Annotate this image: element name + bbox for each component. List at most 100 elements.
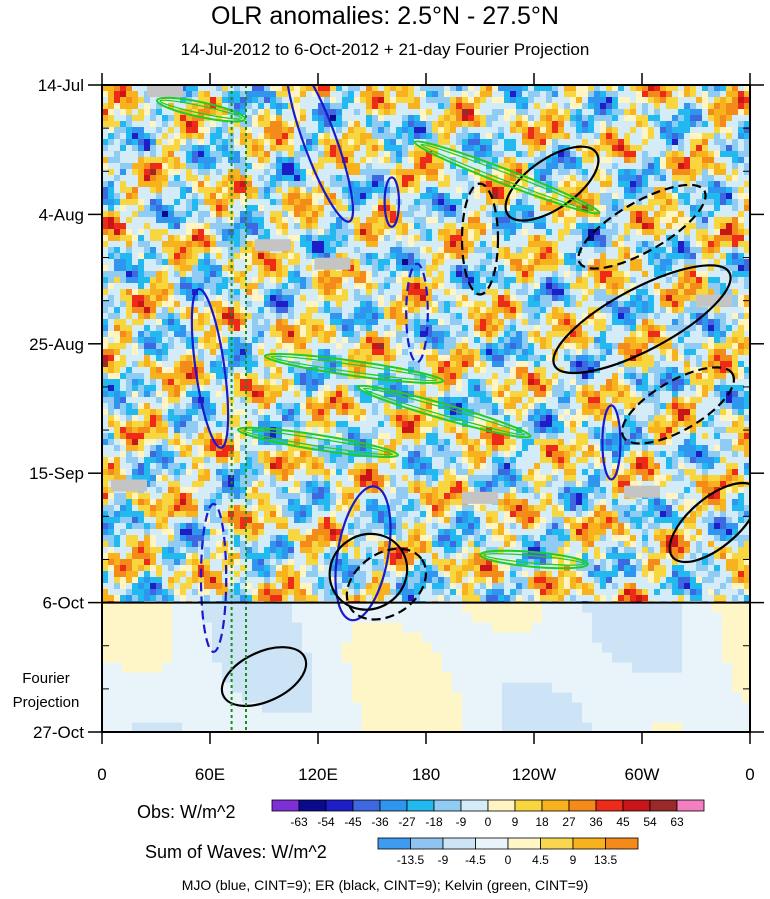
x-tick-label: 0 — [745, 765, 754, 784]
obs-colorbar-tick: -27 — [398, 815, 416, 829]
obs-colorbar-tick: -45 — [344, 815, 362, 829]
obs-colorbar-swatch — [298, 799, 327, 812]
waves-colorbar-tick: -13.5 — [397, 853, 425, 867]
kelvin-contour-inner — [420, 143, 594, 212]
obs-colorbar-swatch — [649, 799, 678, 812]
waves-colorbar-swatch — [540, 837, 574, 850]
missing-data-box — [111, 479, 147, 492]
er-contour — [668, 481, 750, 564]
er-contour — [460, 182, 500, 296]
obs-colorbar-tick: 0 — [485, 815, 492, 829]
obs-colorbar-tick: 9 — [512, 815, 519, 829]
waves-colorbar-swatch — [572, 837, 606, 850]
waves-colorbar-swatch — [442, 837, 476, 850]
mjo-contour — [405, 262, 429, 364]
kelvin-contour — [155, 96, 247, 123]
obs-colorbar-tick: -54 — [317, 815, 335, 829]
obs-colorbar-tick: -36 — [371, 815, 389, 829]
y-tick-label: 27-Oct — [33, 723, 84, 742]
obs-colorbar-tick: -63 — [290, 815, 308, 829]
missing-data-box — [147, 85, 183, 98]
chart-title: OLR anomalies: 2.5°N - 27.5°N — [211, 2, 559, 30]
mjo-contour — [285, 85, 355, 223]
obs-colorbar-swatch — [433, 799, 462, 812]
obs-colorbar-tick: 18 — [535, 815, 549, 829]
wave-contours — [155, 85, 750, 707]
obs-colorbar-swatch — [325, 799, 354, 812]
obs-colorbar-tick: -9 — [456, 815, 467, 829]
y-tick-label: 6-Oct — [42, 594, 84, 613]
kelvin-contour-inner — [270, 355, 438, 382]
obs-colorbar-tick: 27 — [562, 815, 576, 829]
missing-data-box — [255, 239, 291, 252]
er-contour — [345, 547, 428, 621]
waves-colorbar-swatch — [410, 837, 444, 850]
waves-colorbar-tick: 4.5 — [532, 853, 549, 867]
obs-colorbar-label: Obs: W/m^2 — [137, 802, 236, 822]
obs-colorbar-tick: -18 — [425, 815, 443, 829]
waves-colorbar-swatch — [475, 837, 509, 850]
kelvin-contour — [413, 140, 601, 215]
y-tick-label: 14-Jul — [38, 76, 84, 95]
y-tick-label: 25-Aug — [29, 335, 84, 354]
wave-series-er — [220, 145, 750, 707]
er-contour — [552, 264, 732, 375]
projection-field — [102, 602, 750, 732]
obs-colorbar-swatch — [622, 799, 651, 812]
obs-colorbar-swatch — [379, 799, 408, 812]
kelvin-contour-inner — [242, 429, 394, 456]
waves-colorbar-label: Sum of Waves: W/m^2 — [145, 842, 327, 862]
er-contour — [220, 646, 308, 707]
missing-data-box — [462, 491, 498, 504]
er-contour — [620, 366, 736, 445]
contour-caption: MJO (blue, CINT=9); ER (black, CINT=9); … — [181, 877, 589, 893]
kelvin-contour — [236, 426, 400, 459]
obs-colorbar-tick: 36 — [589, 815, 603, 829]
mjo-contour — [383, 176, 401, 228]
obs-colorbar-swatch — [460, 799, 489, 812]
missing-data-box — [314, 257, 351, 270]
missing-data-box — [624, 485, 660, 498]
wave-series-kelvin — [155, 96, 601, 570]
obs-anomaly-field — [102, 85, 750, 603]
x-tick-label: 120W — [512, 765, 556, 784]
waves-colorbar-swatch — [605, 837, 639, 850]
kelvin-contour-inner — [483, 553, 585, 566]
waves-colorbar-tick: -4.5 — [465, 853, 486, 867]
kelvin-contour — [356, 384, 532, 439]
kelvin-contour-inner — [159, 99, 243, 120]
obs-colorbar-swatch — [595, 799, 624, 812]
waves-colorbar-tick: 13.5 — [594, 853, 618, 867]
chart-subtitle: 14-Jul-2012 to 6-Oct-2012 + 21-day Fouri… — [180, 40, 590, 59]
obs-colorbar-tick: 54 — [643, 815, 657, 829]
mjo-contour — [190, 287, 230, 449]
waves-colorbar-tick: -9 — [438, 853, 449, 867]
obs-colorbar-swatch — [676, 799, 705, 812]
x-tick-label: 60W — [625, 765, 660, 784]
obs-colorbar-swatch — [352, 799, 381, 812]
mjo-contour — [601, 404, 622, 481]
obs-colorbar-swatch — [541, 799, 570, 812]
waves-colorbar-swatch — [377, 837, 411, 850]
fourier-label-line2: Projection — [12, 694, 80, 711]
kelvin-contour — [479, 549, 589, 570]
mjo-contour — [199, 502, 228, 653]
y-tick-label: 15-Sep — [29, 464, 84, 483]
obs-colorbar-swatch — [514, 799, 543, 812]
waves-colorbar-tick: 0 — [505, 853, 512, 867]
plot-area — [102, 85, 750, 732]
obs-colorbar-swatch — [568, 799, 597, 812]
obs-colorbar-swatch — [487, 799, 516, 812]
kelvin-contour — [263, 352, 445, 384]
obs-colorbar-tick: 63 — [670, 815, 684, 829]
waves-colorbar-swatch — [507, 837, 541, 850]
x-tick-label: 120E — [298, 765, 338, 784]
obs-colorbar-swatch — [271, 799, 300, 812]
er-contour — [577, 183, 707, 270]
obs-colorbar-tick: 45 — [616, 815, 630, 829]
x-tick-label: 60E — [195, 765, 225, 784]
fourier-projection-label: Fourier Projection — [4, 667, 88, 715]
fourier-label-line1: Fourier — [22, 670, 70, 687]
y-tick-label: 4-Aug — [39, 205, 84, 224]
